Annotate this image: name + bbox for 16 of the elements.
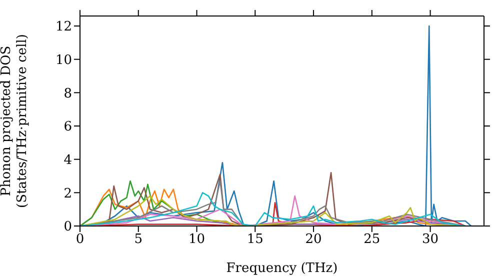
x-tick-label: 30 [422,232,439,248]
y-tick-label: 8 [64,86,72,102]
y-tick-label: 12 [55,20,72,35]
x-tick-label: 15 [246,232,264,248]
y-tick-label: 10 [55,52,72,68]
x-tick-label: 25 [364,232,380,248]
y-tick-label: 2 [64,186,72,202]
x-tick-label: 20 [305,232,322,248]
y-axis-title: Phonon projected DOS (States/THz·primitive cell) [0,34,30,208]
y-tick-label: 0 [64,220,72,235]
x-tick-label: 5 [134,232,143,248]
x-axis-title: Frequency (THz) [226,261,338,276]
y-tick-label: 4 [64,152,72,168]
y-tick-label: 6 [64,120,72,135]
x-tick-label: 0 [76,232,84,248]
x-tick-label: 10 [188,232,206,248]
